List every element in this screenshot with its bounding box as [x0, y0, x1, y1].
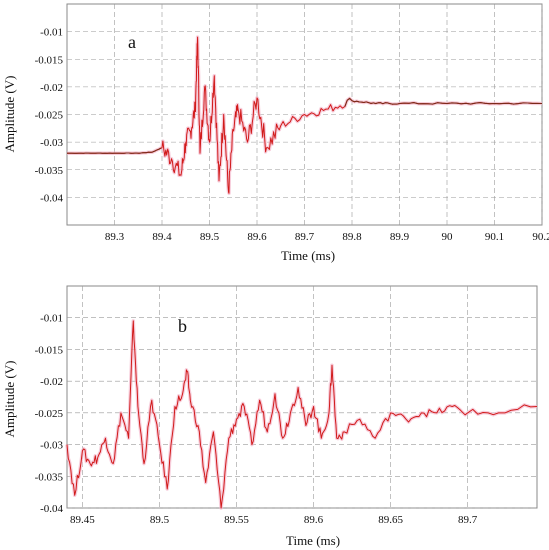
signal-line-b — [66, 320, 538, 509]
grid-a — [67, 4, 543, 225]
y-axis-title-a: Amplitude (V) — [2, 76, 17, 153]
x-tick-labels-a: 89.3 89.4 89.5 89.6 89.7 89.8 89.9 90 90.1 90.2 — [105, 231, 549, 243]
x-tick-label: 89.65 — [378, 514, 403, 526]
chart-panel-b: -0.01 -0.015 -0.02 -0.025 -0.03 -0.035 -0.04 8… — [2, 285, 538, 548]
y-tick-label: -0.04 — [40, 503, 63, 515]
plot-frame-b — [66, 285, 538, 509]
y-tick-labels-b: -0.01 -0.015 -0.02 -0.025 -0.03 -0.035 -0.04 — [35, 313, 64, 515]
y-tick-label: -0.04 — [40, 192, 63, 204]
x-tick-label: 89.7 — [295, 231, 315, 243]
y-tick-label: -0.035 — [35, 165, 64, 177]
grid-b — [67, 286, 537, 509]
y-tick-label: -0.03 — [40, 137, 63, 149]
x-tick-label: 89.6 — [247, 231, 267, 243]
x-tick-label: 89.5 — [150, 514, 170, 526]
x-axis-title-b: Time (ms) — [286, 533, 340, 548]
y-tick-label: -0.01 — [40, 27, 63, 39]
x-tick-label: 90 — [442, 231, 454, 243]
panel-label-b: b — [178, 316, 187, 336]
y-tick-label: -0.01 — [40, 313, 63, 325]
y-tick-label: -0.015 — [35, 344, 64, 356]
y-tick-label: -0.025 — [35, 110, 64, 122]
y-tick-labels-a: -0.01 -0.015 -0.02 -0.025 -0.03 -0.035 -0.04 — [35, 27, 64, 205]
y-axis-title-b: Amplitude (V) — [2, 361, 17, 438]
x-tick-label: 90.1 — [485, 231, 504, 243]
y-tick-label: -0.015 — [35, 54, 64, 66]
chart-panel-a: -0.01 -0.015 -0.02 -0.025 -0.03 -0.035 -0.04 8… — [2, 3, 549, 263]
x-tick-label: 90.2 — [532, 231, 549, 243]
baseline-segment-a — [344, 97, 543, 107]
x-tick-label: 89.4 — [152, 231, 172, 243]
y-tick-label: -0.02 — [40, 82, 63, 94]
x-tick-label: 89.8 — [342, 231, 362, 243]
panel-label-a: a — [128, 32, 136, 52]
x-tick-label: 89.7 — [458, 514, 478, 526]
signal-trace-a — [67, 35, 543, 196]
signal-trace-b — [65, 319, 538, 510]
x-tick-labels-b: 89.45 89.5 89.55 89.6 89.65 89.7 — [70, 514, 478, 526]
x-tick-label: 89.9 — [390, 231, 410, 243]
x-tick-label: 89.55 — [224, 514, 249, 526]
x-tick-label: 89.45 — [70, 514, 95, 526]
y-tick-label: -0.03 — [40, 440, 63, 452]
y-tick-label: -0.02 — [40, 376, 63, 388]
x-tick-label: 89.6 — [304, 514, 324, 526]
x-tick-label: 89.3 — [105, 231, 125, 243]
baseline-segment-a — [67, 147, 162, 154]
x-tick-label: 89.5 — [200, 231, 220, 243]
y-tick-label: -0.025 — [35, 408, 64, 420]
signal-line-a — [67, 36, 543, 194]
y-tick-label: -0.035 — [35, 471, 64, 483]
x-axis-title-a: Time (ms) — [281, 248, 335, 263]
